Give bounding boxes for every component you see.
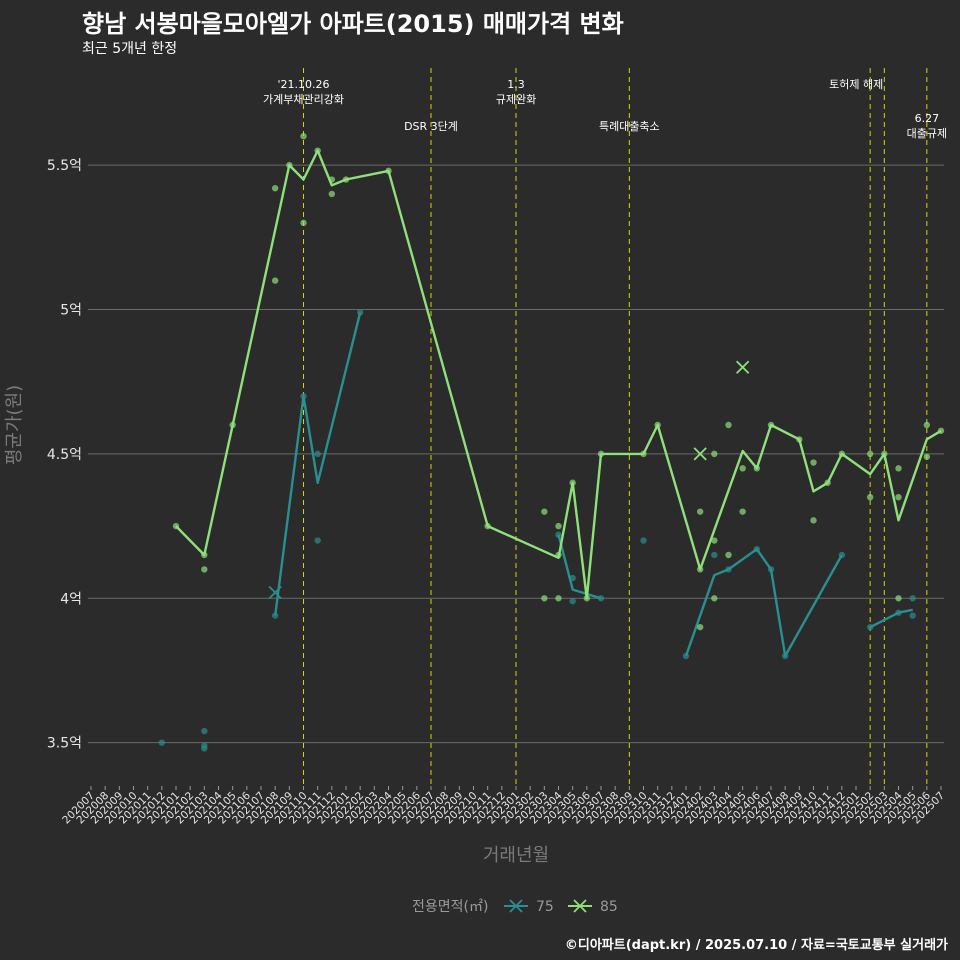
- legend-label-85: 85: [600, 899, 618, 915]
- source-credit: ©디아파트(dapt.kr) / 2025.07.10 / 자료=국토교통부 실…: [564, 938, 948, 953]
- data-point-75: [201, 742, 208, 749]
- data-point-85: [739, 465, 746, 472]
- data-point-75: [569, 597, 576, 605]
- single-trade-mark-85: [693, 447, 707, 461]
- single-trade-mark-85: [736, 360, 750, 374]
- data-point-85: [810, 517, 817, 524]
- data-point-85: [300, 219, 307, 227]
- event-label: 대출규제: [907, 127, 947, 140]
- data-point-75: [314, 537, 321, 544]
- event-label: 6.27: [915, 112, 940, 125]
- y-tick-label: 4.5억: [47, 447, 82, 463]
- data-point-85: [328, 190, 336, 198]
- data-point-75: [909, 612, 916, 619]
- data-point-85: [923, 453, 931, 460]
- series-line-85: [175, 149, 942, 600]
- data-point-85: [895, 595, 902, 602]
- data-point-85: [300, 133, 307, 140]
- y-axis-title: 평균가(원): [4, 385, 25, 465]
- event-label: 토허제 해제: [829, 77, 883, 91]
- data-point-85: [711, 537, 718, 544]
- event-label: DSR 3단계: [404, 120, 458, 133]
- series-line-75: [869, 608, 913, 629]
- data-point-85: [866, 450, 874, 458]
- data-point-75: [158, 739, 166, 746]
- data-point-85: [555, 595, 562, 602]
- legend-label-75: 75: [536, 899, 554, 915]
- event-label: 1.3: [507, 78, 525, 91]
- data-point-75: [314, 450, 321, 458]
- chart-subtitle: 최근 5개년 한정: [82, 41, 178, 57]
- legend-key-75: [504, 899, 528, 913]
- data-point-85: [725, 421, 732, 429]
- y-tick-label: 5억: [60, 302, 82, 318]
- data-point-85: [866, 494, 874, 501]
- data-point-85: [696, 623, 704, 631]
- data-point-85: [895, 465, 902, 472]
- series-line-75: [557, 534, 602, 600]
- event-label: 규제완화: [496, 93, 536, 106]
- data-point-85: [555, 522, 562, 530]
- data-point-85: [201, 566, 208, 573]
- series-line-75: [274, 312, 362, 616]
- y-tick-label: 5.5억: [47, 158, 82, 174]
- data-point-85: [271, 184, 279, 192]
- data-point-85: [541, 595, 548, 602]
- event-label: '21.10.26: [277, 78, 329, 91]
- x-axis-title: 거래년월: [483, 845, 549, 866]
- data-point-85: [711, 450, 718, 458]
- single-trade-mark-75: [268, 585, 282, 600]
- data-point-75: [271, 612, 279, 619]
- series-line-75: [684, 548, 843, 658]
- legend-title: 전용면적(㎡): [412, 899, 488, 915]
- data-point-85: [541, 508, 548, 515]
- y-tick-label: 3.5억: [47, 736, 82, 752]
- chart-title: 향남 서봉마을모아엘가 아파트(2015) 매매가격 변화: [82, 10, 624, 38]
- event-label: 특례대출축소: [599, 120, 660, 133]
- data-point-75: [356, 309, 364, 316]
- event-label: 가계부채관리강화: [263, 93, 344, 106]
- data-point-85: [725, 551, 732, 559]
- y-tick-label: 4억: [60, 591, 82, 607]
- data-point-75: [640, 537, 647, 544]
- data-point-85: [271, 277, 279, 284]
- data-point-75: [201, 727, 208, 735]
- data-point-85: [696, 508, 704, 515]
- data-point-85: [923, 421, 931, 429]
- data-point-75: [711, 551, 718, 559]
- data-point-85: [739, 508, 746, 515]
- data-point-85: [711, 595, 718, 602]
- legend-key-85: [568, 899, 592, 913]
- data-point-85: [895, 494, 902, 501]
- data-point-85: [810, 459, 817, 466]
- data-point-75: [909, 595, 916, 602]
